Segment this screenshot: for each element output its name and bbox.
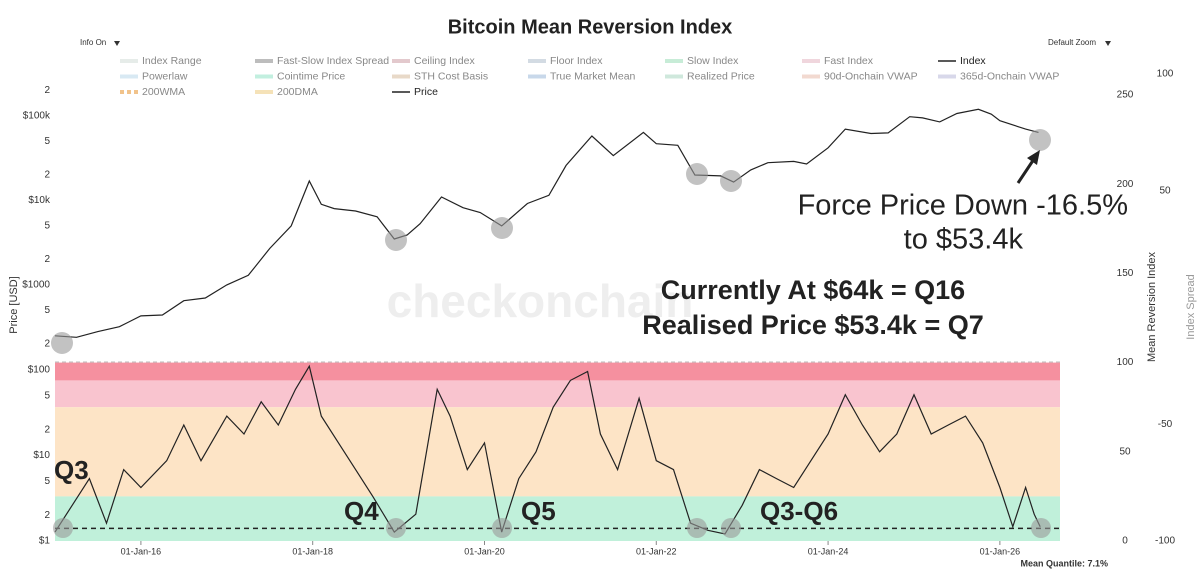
circle bbox=[51, 332, 73, 354]
band bbox=[55, 407, 1060, 497]
legend-label: Index Range bbox=[142, 55, 202, 67]
zoom-select[interactable]: Default Zoom bbox=[1048, 38, 1096, 47]
annotation: to $53.4k bbox=[904, 224, 1024, 256]
y-tick-label: $10k bbox=[28, 195, 51, 206]
y2-tick-label: 250 bbox=[1117, 90, 1134, 101]
legend-label: Powerlaw bbox=[142, 70, 188, 82]
legend-label: 365d-Onchain VWAP bbox=[960, 70, 1059, 82]
circle bbox=[386, 518, 406, 538]
y3-tick-label: -100 bbox=[1155, 536, 1175, 547]
y3-tick-label: 50 bbox=[1159, 185, 1171, 196]
mean-quantile-label: Mean Quantile: 7.1% bbox=[1020, 558, 1108, 568]
annotation: Q5 bbox=[521, 496, 556, 526]
bands bbox=[55, 362, 1060, 541]
legend-label: Slow Index bbox=[687, 55, 739, 67]
y3-axis-label: Index Spread bbox=[1185, 274, 1197, 339]
y-tick-label: $1000 bbox=[22, 280, 50, 291]
y-axis-label: Price [USD] bbox=[8, 276, 20, 333]
y-tick-label: 2 bbox=[44, 254, 50, 265]
circle bbox=[53, 518, 73, 538]
y-tick-label: 2 bbox=[44, 85, 50, 96]
circle bbox=[686, 163, 708, 185]
legend-label: 200WMA bbox=[142, 86, 185, 98]
y-tick-label: 2 bbox=[44, 424, 50, 435]
y-tick-label: $100k bbox=[23, 111, 51, 122]
y-tick-label: $100 bbox=[28, 365, 51, 376]
annotation: Q4 bbox=[344, 496, 379, 526]
annotation: Force Price Down -16.5% bbox=[798, 190, 1128, 222]
legend-label: Cointime Price bbox=[277, 70, 345, 82]
y-tick-label: 2 bbox=[44, 339, 50, 350]
watermark: checkonchain bbox=[387, 275, 694, 327]
chart-title: Bitcoin Mean Reversion Index bbox=[448, 16, 733, 38]
legend-label: STH Cost Basis bbox=[414, 70, 488, 82]
legend-label: Realized Price bbox=[687, 70, 755, 82]
y-tick-label: 5 bbox=[44, 390, 50, 401]
legend-label: Ceiling Index bbox=[414, 55, 475, 67]
y-tick-label: 2 bbox=[44, 510, 50, 521]
y3-tick-label: -50 bbox=[1158, 419, 1173, 430]
x-tick-label: 01-Jan-20 bbox=[464, 546, 505, 556]
circle bbox=[1029, 129, 1051, 151]
y-tick-label: $1 bbox=[39, 536, 51, 547]
legend-label: Fast-Slow Index Spread bbox=[277, 55, 389, 67]
highlight-circles bbox=[51, 129, 1051, 538]
y3-tick-label: 100 bbox=[1157, 69, 1174, 80]
y-tick-label: 5 bbox=[44, 221, 50, 232]
y2-tick-label: 0 bbox=[1122, 536, 1128, 547]
arrow-head bbox=[1027, 150, 1040, 165]
y2-axis-label: Mean Reversion Index bbox=[1146, 251, 1158, 362]
annotation: Q3-Q6 bbox=[760, 496, 838, 526]
dropdown-arrow bbox=[114, 41, 120, 46]
legend-label: 200DMA bbox=[277, 86, 318, 98]
y2-tick-label: 150 bbox=[1117, 268, 1134, 279]
legend-label: True Market Mean bbox=[550, 70, 636, 82]
y-tick-label: 2 bbox=[44, 170, 50, 181]
y-tick-label: 5 bbox=[44, 476, 50, 487]
legend-label: Fast Index bbox=[824, 55, 874, 67]
circle bbox=[491, 217, 513, 239]
y2-tick-label: 200 bbox=[1117, 179, 1134, 190]
band bbox=[55, 362, 1060, 381]
legend-label: Price bbox=[414, 86, 438, 98]
band bbox=[55, 380, 1060, 408]
circle bbox=[492, 518, 512, 538]
info-toggle[interactable]: Info On bbox=[80, 38, 106, 47]
band bbox=[55, 496, 1060, 541]
y2-tick-label: 100 bbox=[1117, 357, 1134, 368]
annotation: Q3 bbox=[54, 455, 89, 485]
x-tick-label: 01-Jan-22 bbox=[636, 546, 677, 556]
x-tick-label: 01-Jan-18 bbox=[292, 546, 333, 556]
legend-label: 90d-Onchain VWAP bbox=[824, 70, 918, 82]
legend-label: Floor Index bbox=[550, 55, 603, 67]
circle bbox=[687, 518, 707, 538]
y-tick-label: 5 bbox=[44, 136, 50, 147]
circle bbox=[385, 229, 407, 251]
series-line bbox=[54, 364, 1041, 535]
x-tick-label: 01-Jan-26 bbox=[980, 546, 1021, 556]
annotation: Realised Price $53.4k = Q7 bbox=[642, 310, 983, 340]
x-tick-label: 01-Jan-24 bbox=[808, 546, 849, 556]
x-tick-label: 01-Jan-16 bbox=[121, 546, 162, 556]
circle bbox=[721, 518, 741, 538]
legend-label: Index bbox=[960, 55, 986, 67]
circle bbox=[1031, 518, 1051, 538]
dropdown-arrow bbox=[1105, 41, 1111, 46]
plot bbox=[54, 108, 1060, 535]
circle bbox=[720, 170, 742, 192]
annotation: Currently At $64k = Q16 bbox=[661, 275, 965, 305]
series-line bbox=[54, 108, 1039, 338]
y-tick-label: 5 bbox=[44, 305, 50, 316]
y2-tick-label: 50 bbox=[1119, 446, 1131, 457]
y-tick-label: $10 bbox=[33, 450, 50, 461]
